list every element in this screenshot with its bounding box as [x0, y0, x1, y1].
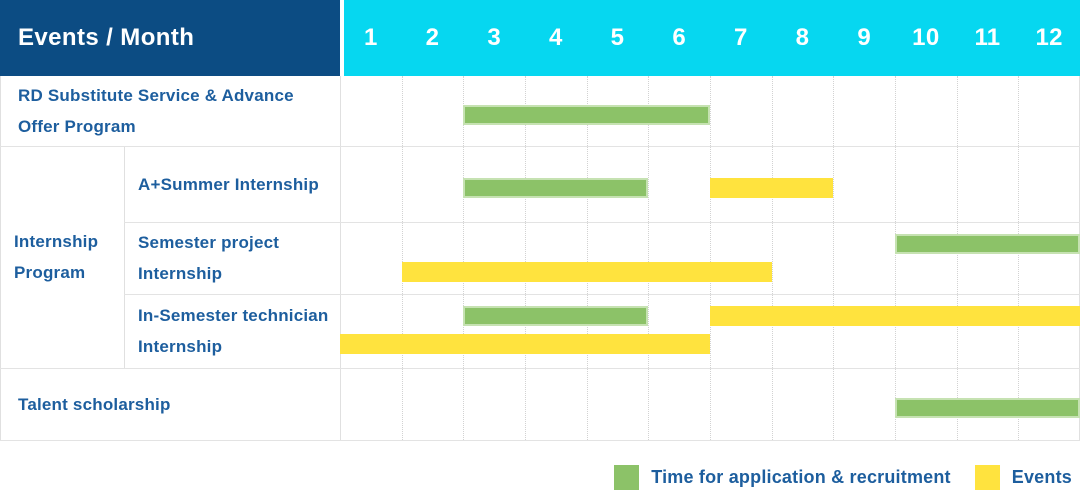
table-border-vertical	[0, 76, 1, 440]
legend: Time for application & recruitment Event…	[614, 465, 1072, 490]
row-label: Talent scholarship	[18, 394, 171, 414]
month-label: 12	[1035, 24, 1063, 51]
month-label: 4	[549, 24, 563, 51]
table-border-horizontal	[0, 440, 1080, 441]
gantt-bar-event	[710, 306, 1080, 326]
row-label: A+Summer Internship	[138, 174, 319, 194]
legend-label: Events	[1011, 467, 1072, 487]
row-label: In-Semester technician Internship	[138, 306, 329, 356]
month-label: 6	[672, 24, 686, 51]
row-label: Semester project Internship	[138, 233, 280, 283]
months-header-strip	[344, 0, 1080, 76]
month-gridline	[710, 76, 711, 440]
month-gridline	[648, 76, 650, 440]
table-border-vertical	[124, 146, 125, 368]
month-gridline	[771, 76, 773, 440]
gantt-bar-event	[710, 178, 834, 198]
month-gridline	[525, 76, 526, 440]
row-label: RD Substitute Service & Advance Offer Pr…	[18, 86, 294, 136]
month-gridline	[463, 76, 465, 440]
table-border-horizontal	[0, 368, 1080, 369]
gantt-bar-event	[401, 262, 772, 282]
month-gridline	[586, 76, 588, 440]
month-label: 7	[734, 24, 748, 51]
gantt-bar-recruitment	[463, 306, 649, 326]
month-label: 1	[364, 24, 378, 51]
month-label: 11	[974, 24, 1001, 51]
legend-label: Time for application & recruitment	[651, 467, 951, 487]
gantt-bar-recruitment	[895, 398, 1080, 418]
legend-item-events: Events	[974, 465, 1072, 490]
page-title: Events / Month	[0, 0, 340, 76]
gantt-bar-recruitment	[463, 105, 710, 125]
month-label: 2	[425, 24, 440, 51]
gantt-bar-recruitment	[895, 234, 1080, 254]
table-border-horizontal	[124, 294, 1080, 295]
gantt-bar-event	[340, 334, 710, 354]
month-label: 8	[795, 24, 810, 51]
month-gridline	[833, 76, 835, 440]
month-gridline	[1018, 76, 1020, 440]
month-label: 9	[857, 24, 871, 51]
recruitment-swatch-icon	[614, 465, 640, 490]
legend-item-recruitment: Time for application & recruitment	[614, 465, 951, 490]
month-label: 3	[487, 24, 501, 51]
table-border-horizontal	[124, 222, 1080, 223]
table-border-vertical	[340, 76, 341, 440]
month-gridline	[956, 76, 958, 440]
event-swatch-icon	[974, 465, 1000, 490]
month-label: 10	[912, 24, 940, 51]
month-gridline	[401, 76, 403, 440]
row-group-label: Internship Program	[14, 232, 99, 282]
month-label: 5	[610, 24, 625, 51]
month-gridline	[895, 76, 896, 440]
gantt-bar-recruitment	[463, 178, 649, 198]
table-border-horizontal	[0, 146, 1080, 147]
